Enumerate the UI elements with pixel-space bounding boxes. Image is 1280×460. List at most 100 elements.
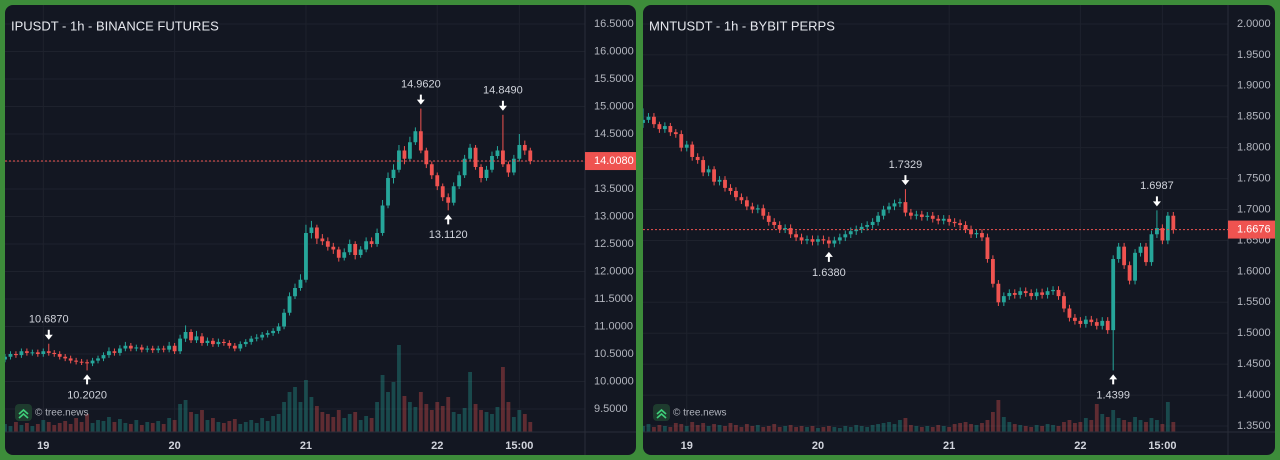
volume-bar xyxy=(397,345,401,432)
candle-body xyxy=(5,356,7,360)
y-tick-label: 15.0000 xyxy=(594,100,634,112)
volume-bar xyxy=(898,420,902,432)
candle-body xyxy=(799,237,804,241)
volume-bar xyxy=(766,426,771,432)
candle-body xyxy=(506,164,511,173)
candle-body xyxy=(90,360,95,364)
volume-bar xyxy=(112,422,117,432)
candle-body xyxy=(440,186,445,198)
volume-bar xyxy=(128,424,133,432)
volume-bar xyxy=(925,426,930,432)
candle-body xyxy=(68,358,73,361)
x-tick-label: 15:00 xyxy=(1148,440,1176,452)
candle-body xyxy=(1127,265,1132,281)
candle-body xyxy=(30,352,35,354)
volume-bar xyxy=(457,414,462,432)
volume-bar xyxy=(865,427,870,432)
candle-body xyxy=(1051,289,1055,292)
candle-body xyxy=(859,226,864,230)
candle-body xyxy=(413,131,418,143)
high-arrow xyxy=(1152,196,1161,207)
candle-body xyxy=(227,343,232,346)
volume-bar xyxy=(484,412,489,432)
y-tick-label: 10.5000 xyxy=(594,348,634,360)
candle-body xyxy=(1007,293,1012,297)
volume-bar xyxy=(668,427,673,432)
volume-bar xyxy=(517,410,522,432)
candle-body xyxy=(462,158,467,176)
volume-bar xyxy=(701,423,706,432)
candle-body xyxy=(684,144,689,148)
candle-body xyxy=(980,233,984,238)
candle-body xyxy=(1089,319,1094,323)
candle-body xyxy=(407,142,412,159)
chart-title: IPUSDT - 1h - BINANCE FUTURES xyxy=(11,18,219,33)
low-arrow xyxy=(824,251,833,262)
candle-body xyxy=(936,218,941,221)
high-arrow xyxy=(498,100,507,111)
candle-body xyxy=(19,351,24,356)
volume-bar xyxy=(227,421,232,432)
candle-body xyxy=(832,240,837,244)
candle-body xyxy=(903,202,908,213)
volume-bar xyxy=(1056,426,1061,432)
candle-body xyxy=(96,358,100,361)
volume-bar xyxy=(1160,424,1165,432)
volume-bar xyxy=(85,414,89,432)
candle-body xyxy=(996,283,1001,303)
candle-body xyxy=(1018,291,1023,295)
candle-body xyxy=(484,169,489,178)
candle-body xyxy=(331,246,336,250)
candle-body xyxy=(522,144,527,151)
volume-bar xyxy=(123,423,128,432)
volume-bar xyxy=(826,426,831,432)
volume-bar xyxy=(101,421,106,432)
volume-bar xyxy=(1001,417,1006,432)
watermark-chevrons xyxy=(18,408,29,419)
candle-body xyxy=(205,340,210,344)
y-tick-label: 15.5000 xyxy=(594,73,634,85)
volume-bar xyxy=(369,418,374,432)
y-tick-label: 2.0000 xyxy=(1237,18,1271,30)
candle-body xyxy=(364,241,369,250)
candle-body xyxy=(1171,215,1176,230)
candle-body xyxy=(128,345,133,349)
candle-body xyxy=(1001,296,1006,303)
candle-body xyxy=(1073,317,1077,321)
panel-background xyxy=(5,5,636,455)
volume-bar xyxy=(723,426,727,432)
volume-bar xyxy=(90,423,95,432)
candle-body xyxy=(881,209,886,216)
candle-body xyxy=(914,214,919,216)
candle-body xyxy=(848,231,853,235)
volume-bar xyxy=(919,427,924,432)
volume-bar xyxy=(783,426,788,432)
candle-body xyxy=(969,229,973,235)
candle-body xyxy=(314,227,319,239)
volume-bar xyxy=(216,422,221,432)
volume-bar xyxy=(1133,417,1137,432)
volume-bar xyxy=(837,428,842,432)
volume-bar xyxy=(684,426,689,432)
volume-bar xyxy=(643,426,645,432)
candle-body xyxy=(1056,289,1061,297)
x-tick-label: 22 xyxy=(431,440,443,452)
volume-bar xyxy=(843,426,848,432)
volume-bar xyxy=(947,427,952,432)
candle-body xyxy=(1138,246,1143,253)
candle-body xyxy=(156,348,161,351)
candle-body xyxy=(837,237,842,241)
volume-bar xyxy=(755,425,760,432)
candle-body xyxy=(876,215,881,222)
candle-body xyxy=(167,345,172,350)
candle-body xyxy=(706,169,711,173)
candle-body xyxy=(843,234,848,238)
chart-title: MNTUSDT - 1h - BYBIT PERPS xyxy=(649,18,835,33)
volume-bar xyxy=(167,418,172,432)
volume-bar xyxy=(1051,425,1055,432)
candle-body xyxy=(750,206,755,210)
volume-bar xyxy=(107,417,111,432)
y-tick-label: 1.7000 xyxy=(1237,203,1271,215)
candle-body xyxy=(690,144,695,157)
